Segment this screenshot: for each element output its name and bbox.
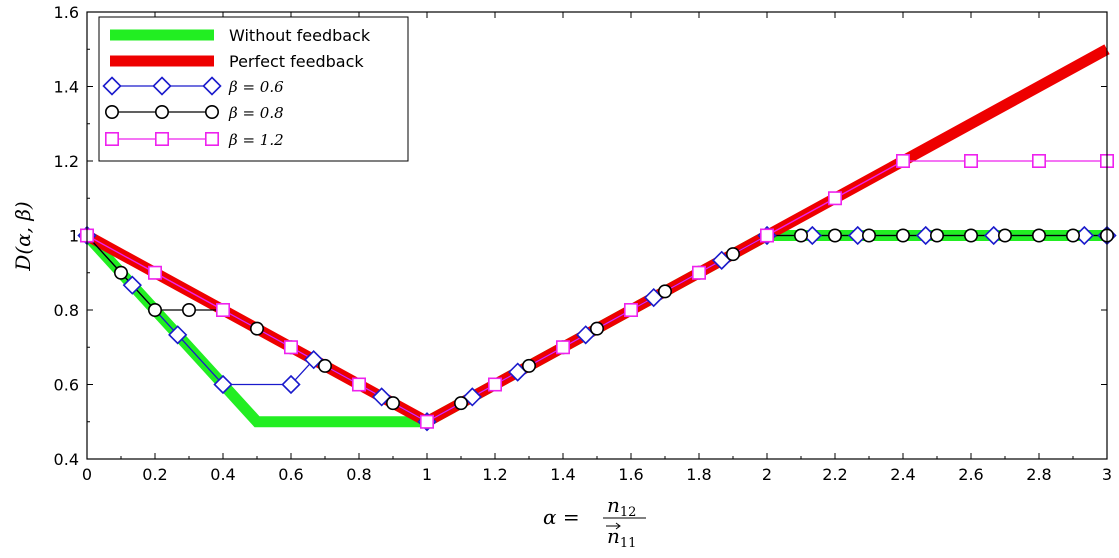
data-point-0-6 — [122, 275, 142, 295]
data-point-1-2 — [1032, 154, 1047, 169]
y-tick-label: 0.4 — [54, 450, 79, 469]
legend-swatch-marker-0-8 — [205, 105, 220, 120]
data-point-0-8 — [793, 228, 808, 243]
data-point-1-2 — [895, 154, 910, 169]
legend-markers — [102, 76, 222, 147]
data-point-0-6 — [168, 325, 188, 345]
data-point-1-2 — [419, 414, 434, 429]
data-point-0-8 — [250, 321, 265, 336]
x-axis-label-denominator: n11 — [607, 524, 636, 551]
legend-swatch-marker-1-2 — [105, 132, 120, 147]
y-tick-label: 0.8 — [54, 301, 79, 320]
data-point-0-8 — [1032, 228, 1047, 243]
x-tick-label: 0.4 — [210, 465, 235, 484]
legend-label-without-feedback: Without feedback — [229, 26, 371, 45]
data-point-0-6 — [213, 374, 233, 395]
x-tick-label: 2.2 — [822, 465, 847, 484]
legend-swatch-marker-0-6 — [152, 76, 172, 96]
y-tick-label: 0.6 — [54, 376, 79, 395]
legend-label-beta-1-2: β = 1.2 — [228, 131, 284, 149]
data-point-0-8 — [521, 358, 536, 373]
x-tick-label: 1.8 — [686, 465, 711, 484]
legend-swatch-marker-0-8 — [155, 105, 170, 120]
data-point-0-6 — [281, 374, 301, 395]
ticks: 0 0.2 0.4 0.6 0.8 1 1.2 1.4 1.6 1.8 2 2.2 2.4 2.6 2.8 3… — [54, 3, 1113, 484]
legend-swatch-marker-0-6 — [202, 76, 222, 96]
legend-label-beta-0-8: β = 0.8 — [228, 104, 284, 122]
data-point-0-6 — [462, 387, 482, 407]
data-point-1-2 — [759, 228, 774, 243]
data-point-1-2 — [216, 302, 231, 317]
x-tick-label: 0.8 — [346, 465, 371, 484]
legend-label-perfect-feedback: Perfect feedback — [229, 52, 364, 71]
x-tick-label: 0.6 — [278, 465, 303, 484]
x-axis-label-vector-arrowhead — [615, 522, 621, 530]
legend-swatch-marker-0-8 — [105, 105, 120, 120]
x-tick-label: 0 — [82, 465, 92, 484]
data-point-0-8 — [589, 321, 604, 336]
x-tick-label: 2.6 — [958, 465, 983, 484]
data-point-0-6 — [304, 350, 324, 370]
data-point-0-8 — [895, 228, 910, 243]
data-point-0-8 — [385, 396, 400, 411]
data-point-0-8 — [861, 228, 876, 243]
x-axis-label-alpha: α = — [543, 505, 580, 529]
data-point-0-8 — [148, 302, 163, 317]
data-point-1-2 — [351, 377, 366, 392]
data-point-0-8 — [963, 228, 978, 243]
data-point-0-8 — [317, 358, 332, 373]
data-point-1-2 — [555, 340, 570, 355]
y-tick-label: 1.2 — [54, 152, 79, 171]
data-point-0-8 — [657, 284, 672, 299]
data-point-0-8 — [182, 302, 197, 317]
y-axis-label: D(α, β) — [11, 201, 35, 271]
data-point-0-8 — [453, 396, 468, 411]
x-axis-label-numerator: n12 — [607, 493, 636, 520]
legend-box — [98, 16, 409, 162]
y-tick-label: 1.6 — [54, 3, 79, 22]
x-tick-label: 3 — [1102, 465, 1112, 484]
data-point-0-8 — [827, 228, 842, 243]
data-point-1-2 — [283, 340, 298, 355]
x-axis-label: α = n12 n11 — [543, 493, 646, 551]
data-point-1-2 — [148, 265, 163, 280]
legend-label-beta-0-6: β = 0.6 — [228, 78, 284, 96]
y-tick-label: 1.4 — [54, 78, 79, 97]
legend-swatch-marker-1-2 — [155, 132, 170, 147]
data-point-1-2 — [623, 302, 638, 317]
legend-swatch-marker-0-6 — [102, 76, 122, 96]
data-point-0-8 — [997, 228, 1012, 243]
x-tick-label: 2.8 — [1026, 465, 1051, 484]
x-tick-label: 1.6 — [618, 465, 643, 484]
data-point-0-6 — [372, 387, 392, 407]
y-tick-label: 1 — [69, 227, 79, 246]
x-tick-label: 0.2 — [142, 465, 167, 484]
data-point-1-2 — [487, 377, 502, 392]
data-point-0-8 — [929, 228, 944, 243]
legend-swatch-marker-1-2 — [205, 132, 220, 147]
series-layer — [77, 44, 1117, 432]
plot-frame — [86, 11, 1108, 460]
data-point-0-8 — [1066, 228, 1081, 243]
x-tick-label: 2.4 — [890, 465, 915, 484]
legend: Without feedback Perfect feedback β = 0.… — [98, 16, 409, 162]
data-point-1-2 — [827, 191, 842, 206]
x-tick-label: 1 — [422, 465, 432, 484]
data-point-1-2 — [691, 265, 706, 280]
data-point-0-8 — [114, 265, 129, 280]
x-tick-label: 2 — [762, 465, 772, 484]
data-point-1-2 — [963, 154, 978, 169]
data-point-0-8 — [725, 247, 740, 262]
x-tick-label: 1.2 — [482, 465, 507, 484]
x-tick-label: 1.4 — [550, 465, 575, 484]
